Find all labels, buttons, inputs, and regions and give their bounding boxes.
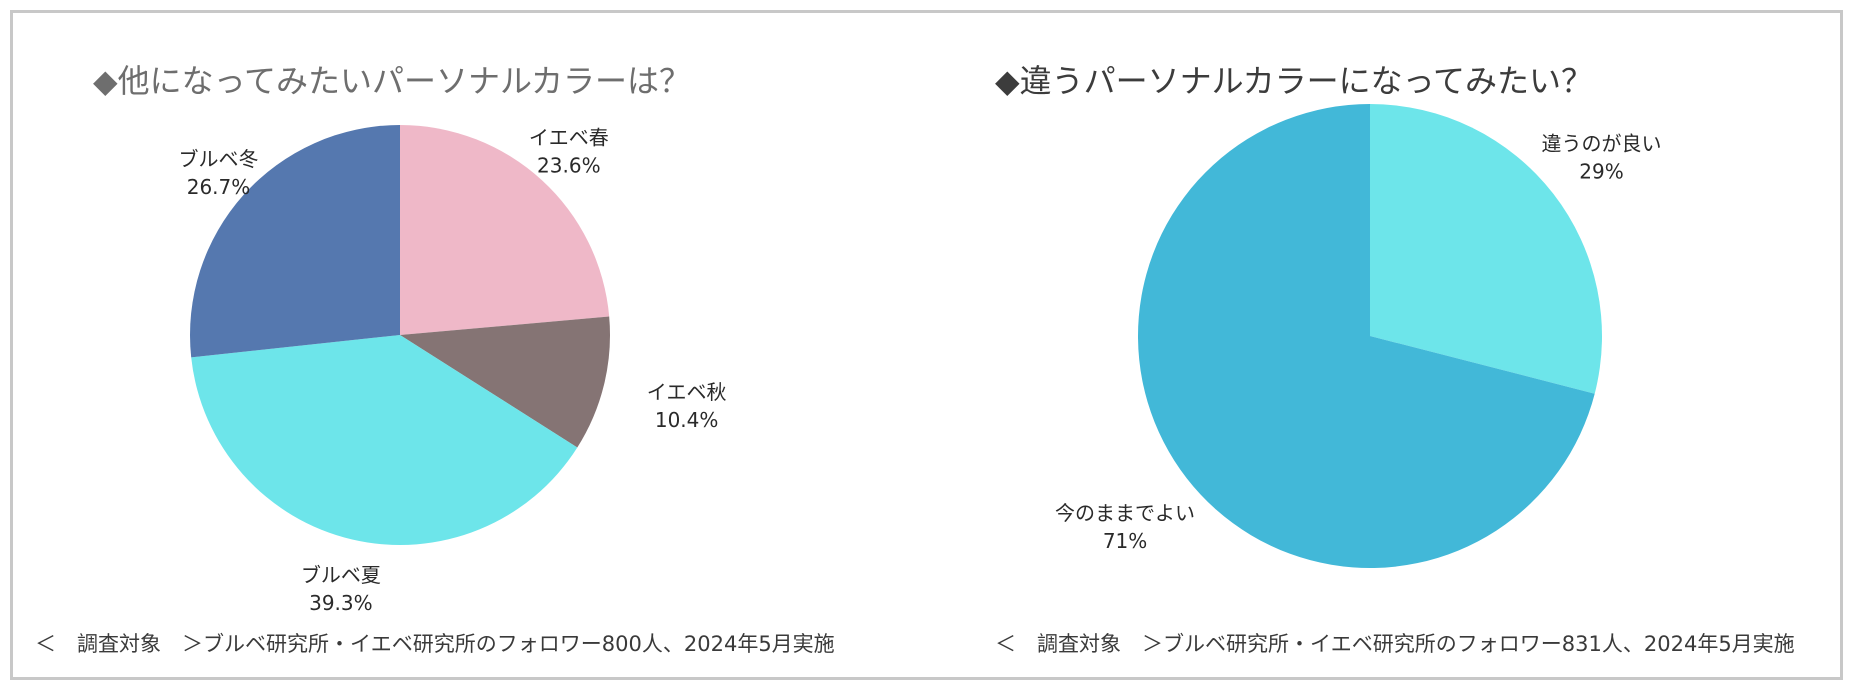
pie-slice-1 <box>1370 104 1602 394</box>
pie-chart-change-wish: 違うのが良い 29% 今のままでよい 71% <box>1055 104 1662 568</box>
chart-panel-color-preference: ◆他になってみたいパーソナルカラーは？ イエベ春 23.6% イエベ秋 10.4% ブル… <box>13 13 928 677</box>
survey-footnote: ＜ 調査対象 ＞ブルベ研究所・イエベ研究所のフォロワー800人、2024年5月実… <box>35 632 835 656</box>
slice-value-label: 71% <box>1103 529 1147 553</box>
slice-label: イエベ秋 <box>647 380 727 404</box>
slice-label: 今のままでよい <box>1055 501 1195 525</box>
chart-title: ◆他になってみたいパーソナルカラーは？ <box>93 62 692 100</box>
slice-value-label: 10.4% <box>655 408 719 432</box>
slice-value-label: 26.7% <box>187 175 251 199</box>
pie-slice-2 <box>400 316 610 448</box>
slice-value-label: 39.3% <box>309 591 373 615</box>
slice-value-label: 23.6% <box>537 154 601 178</box>
pie-slice-1 <box>400 125 610 335</box>
chart-panel-change-wish: ◆違うパーソナルカラーになってみたい？ 違うのが良い 29% 今のままでよい 71% … <box>928 13 1843 677</box>
slice-label: 違うのが良い <box>1542 131 1662 155</box>
pie-slice-4 <box>190 125 400 358</box>
slice-label: ブルベ冬 <box>179 147 259 171</box>
chart-title: ◆違うパーソナルカラーになってみたい？ <box>995 62 1594 100</box>
slice-label: ブルベ夏 <box>301 563 381 587</box>
pie-slice-2 <box>1138 104 1595 568</box>
figure-frame: ◆他になってみたいパーソナルカラーは？ イエベ春 23.6% イエベ秋 10.4% ブル… <box>10 10 1843 680</box>
pie-slice-3 <box>191 335 578 545</box>
slice-label: イエベ春 <box>529 126 609 150</box>
slice-value-label: 29% <box>1579 159 1623 183</box>
survey-footnote: ＜ 調査対象 ＞ブルベ研究所・イエベ研究所のフォロワー831人、2024年5月実… <box>995 632 1795 656</box>
pie-chart-color-preference: イエベ春 23.6% イエベ秋 10.4% ブルベ夏 39.3% ブルベ冬 26.7% <box>179 125 727 615</box>
